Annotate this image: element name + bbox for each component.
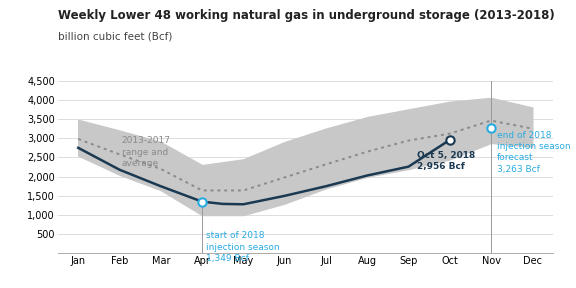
Text: 2013-2017
range and
average: 2013-2017 range and average [122, 136, 170, 168]
Text: Oct 5, 2018
2,956 Bcf: Oct 5, 2018 2,956 Bcf [416, 151, 475, 171]
Text: billion cubic feet (Bcf): billion cubic feet (Bcf) [58, 32, 172, 42]
Text: end of 2018
injection season
forecast
3,263 Bcf: end of 2018 injection season forecast 3,… [497, 130, 571, 174]
Text: start of 2018
injection season
1,349 Bcf: start of 2018 injection season 1,349 Bcf [206, 231, 280, 263]
Text: Weekly Lower 48 working natural gas in underground storage (2013-2018): Weekly Lower 48 working natural gas in u… [58, 9, 554, 22]
